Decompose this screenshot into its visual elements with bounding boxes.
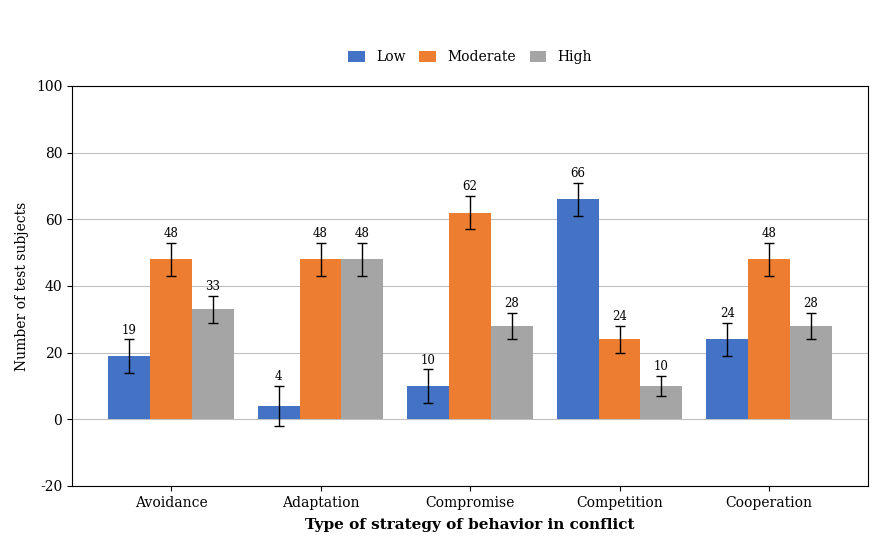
Text: 10: 10 [420,353,435,366]
Text: 4: 4 [275,370,283,383]
X-axis label: Type of strategy of behavior in conflict: Type of strategy of behavior in conflict [306,518,635,532]
Text: 28: 28 [804,297,819,310]
Bar [258,406,299,420]
Bar [150,259,192,420]
Text: 28: 28 [504,297,519,310]
Text: 19: 19 [122,324,137,336]
Bar [790,326,832,420]
Text: 66: 66 [570,167,585,180]
Bar [449,213,491,420]
Text: 48: 48 [163,227,178,240]
Bar [748,259,790,420]
Bar [491,326,532,420]
Text: 10: 10 [654,360,668,373]
Bar [599,339,640,420]
Bar [407,386,449,420]
Bar [640,386,683,420]
Text: 48: 48 [313,227,328,240]
Y-axis label: Number of test subjects: Number of test subjects [15,201,29,370]
Text: 24: 24 [612,310,627,323]
Bar [557,199,599,420]
Text: 33: 33 [206,280,221,293]
Text: 24: 24 [720,307,735,320]
Bar [192,309,234,420]
Text: 62: 62 [463,181,478,193]
Bar [299,259,342,420]
Bar [109,356,150,420]
Legend: Low, Moderate, High: Low, Moderate, High [343,45,598,70]
Text: 48: 48 [762,227,776,240]
Bar [706,339,748,420]
Text: 48: 48 [355,227,370,240]
Bar [342,259,383,420]
